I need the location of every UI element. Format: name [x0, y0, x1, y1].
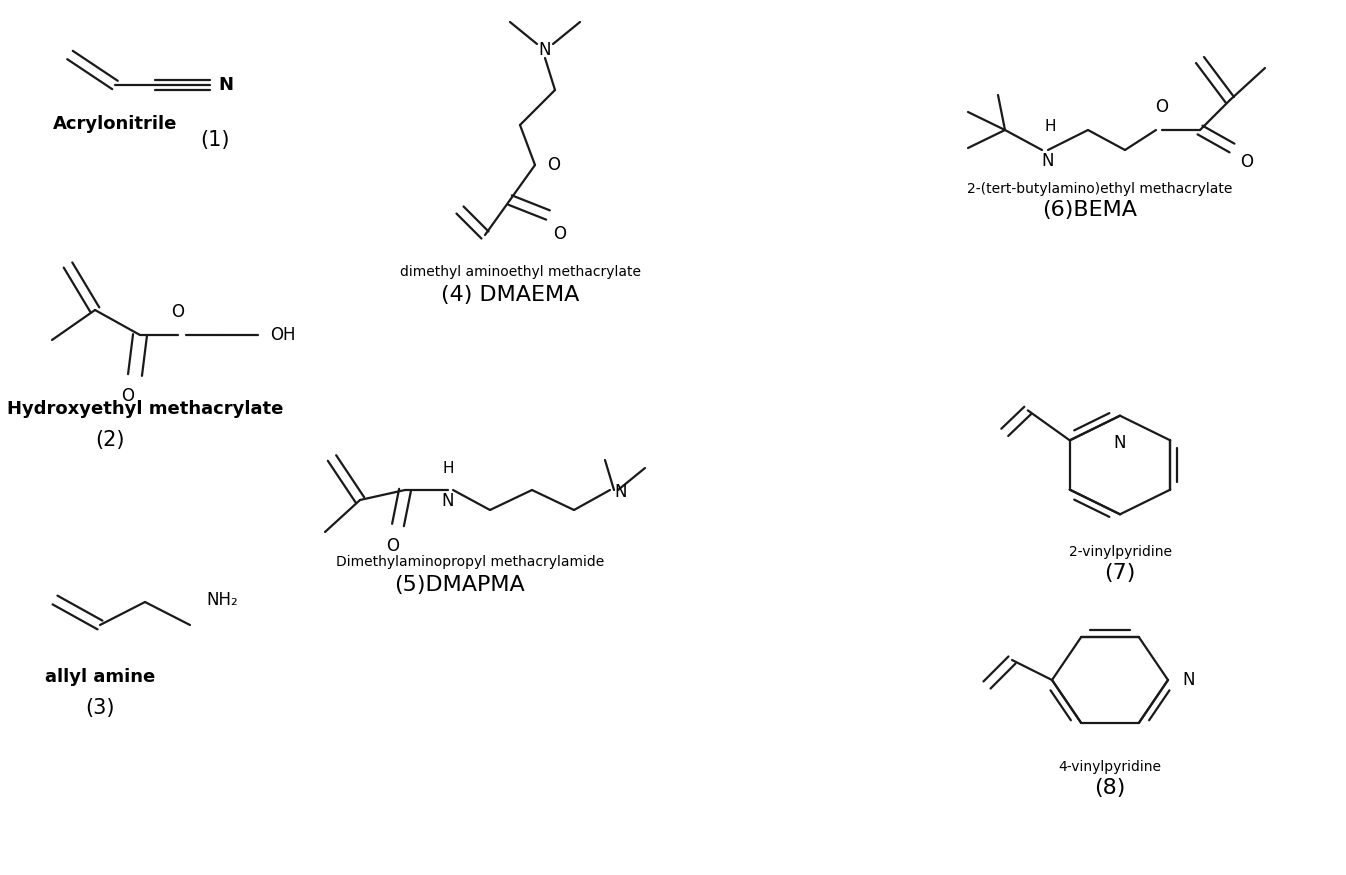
- Text: N: N: [1182, 671, 1194, 689]
- Text: N: N: [538, 41, 552, 59]
- Text: O: O: [386, 537, 400, 555]
- Text: (3): (3): [85, 698, 114, 718]
- Text: N: N: [218, 76, 233, 94]
- Text: allyl amine: allyl amine: [44, 668, 155, 686]
- Text: O: O: [1155, 98, 1168, 116]
- Text: (8): (8): [1094, 778, 1125, 798]
- Text: N: N: [614, 483, 626, 501]
- Text: O: O: [546, 156, 560, 174]
- Text: Hydroxyethyl methacrylate: Hydroxyethyl methacrylate: [7, 400, 283, 418]
- Text: (2): (2): [96, 430, 125, 450]
- Text: 2-(tert-butylamino)ethyl methacrylate: 2-(tert-butylamino)ethyl methacrylate: [968, 182, 1233, 196]
- Text: (5)DMAPMA: (5)DMAPMA: [394, 575, 525, 595]
- Text: N: N: [1042, 152, 1054, 170]
- Text: H: H: [1044, 119, 1055, 134]
- Text: N: N: [441, 492, 454, 510]
- Text: 2-vinylpyridine: 2-vinylpyridine: [1069, 545, 1171, 559]
- Text: N: N: [1113, 434, 1127, 452]
- Text: OH: OH: [271, 326, 296, 344]
- Text: H: H: [443, 461, 454, 476]
- Text: Dimethylaminopropyl methacrylamide: Dimethylaminopropyl methacrylamide: [336, 555, 604, 569]
- Text: O: O: [171, 303, 184, 321]
- Text: O: O: [1240, 153, 1253, 171]
- Text: NH₂: NH₂: [206, 591, 238, 609]
- Text: O: O: [121, 387, 135, 405]
- Text: Acrylonitrile: Acrylonitrile: [52, 115, 178, 133]
- Text: O: O: [553, 225, 567, 243]
- Text: (1): (1): [201, 130, 230, 150]
- Text: (7): (7): [1104, 563, 1136, 583]
- Text: (6)BEMA: (6)BEMA: [1043, 200, 1137, 220]
- Text: dimethyl aminoethyl methacrylate: dimethyl aminoethyl methacrylate: [400, 265, 641, 279]
- Text: (4) DMAEMA: (4) DMAEMA: [440, 285, 579, 305]
- Text: 4-vinylpyridine: 4-vinylpyridine: [1058, 760, 1162, 774]
